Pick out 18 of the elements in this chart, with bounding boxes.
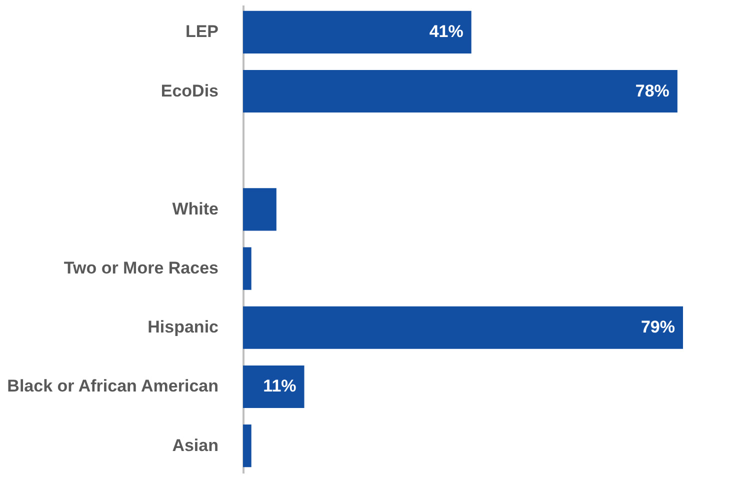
y-tick-label: EcoDis (160, 81, 218, 100)
bar (243, 424, 252, 468)
bar (243, 306, 683, 349)
data-label: 78% (635, 81, 670, 100)
y-tick-label: White (172, 199, 218, 218)
data-label: 41% (429, 22, 464, 42)
y-tick-label: Hispanic (148, 318, 218, 337)
y-tick-label: Two or More Races (64, 258, 218, 278)
data-label: 11% (263, 376, 296, 396)
bar (243, 365, 304, 408)
bar (243, 10, 472, 54)
bar (243, 70, 678, 113)
y-tick-label: LEP (185, 22, 218, 42)
y-tick-label: Asian (172, 436, 218, 455)
bar (243, 247, 252, 290)
data-label: 79% (640, 318, 675, 337)
bar (243, 188, 276, 231)
y-tick-label: Black or African American (7, 376, 218, 396)
